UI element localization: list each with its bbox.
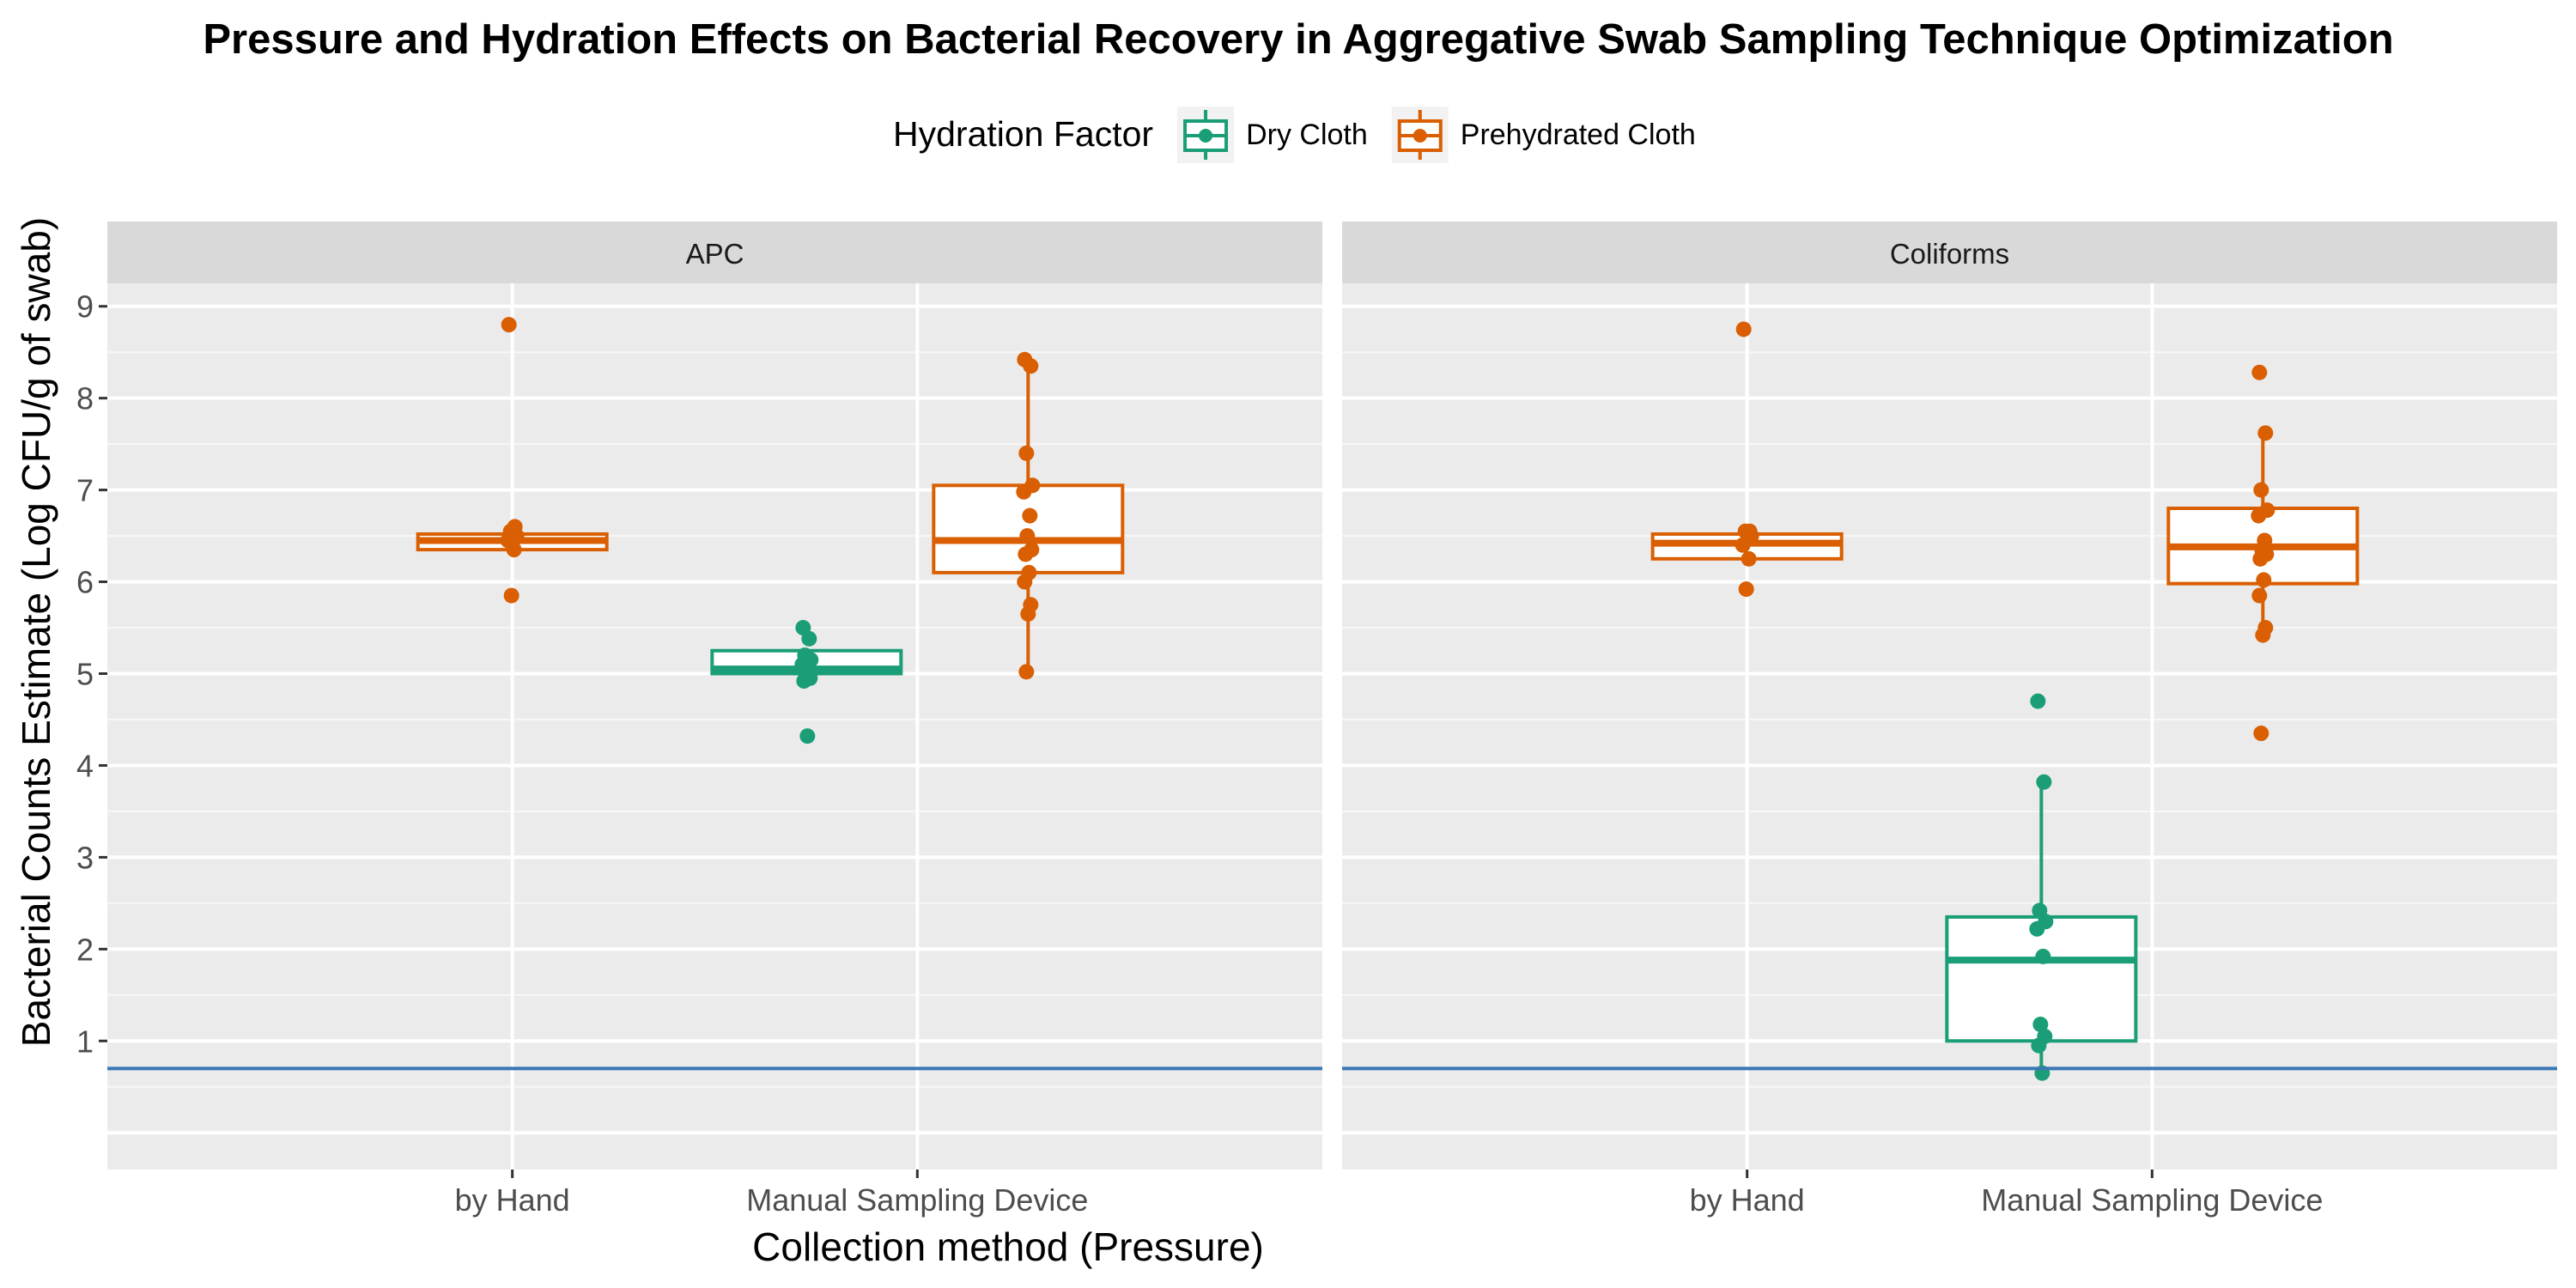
- box-group: [2166, 364, 2360, 742]
- data-point: [501, 317, 517, 333]
- data-point: [503, 587, 519, 604]
- data-point: [2036, 774, 2052, 790]
- legend-key-point: [1413, 129, 1427, 143]
- facet-strip-label: Coliforms: [1890, 238, 2009, 270]
- panel-apc: APC 1 2 3 4 5 6 7 8 9 by Hand Manual Sampling Devic…: [76, 222, 1322, 1218]
- box-group: [932, 351, 1125, 680]
- chart-title: Pressure and Hydration Effects on Bacter…: [203, 16, 2393, 63]
- y-tick-label: 3: [76, 840, 94, 875]
- data-point: [1018, 546, 1034, 562]
- y-tick-label: 9: [76, 289, 94, 325]
- box-group: [710, 620, 903, 744]
- legend-title: Hydration Factor: [893, 114, 1153, 154]
- facet-strip-label: APC: [686, 238, 744, 270]
- data-point: [2032, 1017, 2049, 1033]
- legend-key-0: [1177, 106, 1235, 163]
- data-point: [2251, 364, 2268, 380]
- data-point: [1019, 528, 1036, 544]
- data-point: [1741, 550, 1757, 567]
- data-point: [2253, 482, 2269, 498]
- data-point: [1020, 605, 1036, 622]
- data-point: [1735, 537, 1751, 553]
- data-point: [796, 673, 812, 690]
- data-point: [2255, 627, 2271, 643]
- data-point: [1018, 445, 1035, 461]
- data-point: [2029, 920, 2045, 937]
- y-tick-label: 4: [76, 748, 94, 783]
- data-point: [2252, 550, 2269, 567]
- x-tick-label: Manual Sampling Device: [1981, 1182, 2323, 1218]
- data-point: [506, 542, 522, 558]
- legend: Hydration Factor Dry Cloth Prehydrated Clo…: [893, 106, 1696, 163]
- data-point: [1735, 321, 1752, 337]
- y-tick-label: 2: [76, 932, 94, 967]
- data-point: [1016, 483, 1032, 500]
- legend-key-point: [1199, 129, 1213, 143]
- y-tick-label: 6: [76, 565, 94, 600]
- data-point: [2035, 948, 2051, 964]
- box-group: [1945, 693, 2138, 1081]
- y-tick-label: 7: [76, 473, 94, 508]
- x-tick-label: by Hand: [1690, 1182, 1805, 1218]
- data-point: [1022, 507, 1038, 524]
- legend-label: Prehydrated Cloth: [1461, 118, 1696, 151]
- y-tick-label: 8: [76, 381, 94, 416]
- facet-strip: [1342, 222, 2557, 283]
- legend-label: Dry Cloth: [1246, 118, 1368, 151]
- data-point: [1023, 358, 1039, 374]
- legend-key-1: [1391, 106, 1449, 163]
- x-axis-title: Collection method (Pressure): [752, 1224, 1264, 1269]
- data-point: [801, 630, 817, 647]
- x-tick-label: by Hand: [455, 1182, 570, 1218]
- panel-background: [107, 283, 1322, 1170]
- data-point: [2253, 726, 2269, 742]
- y-tick-label: 5: [76, 657, 94, 692]
- data-point: [2031, 1037, 2047, 1054]
- data-point: [2030, 693, 2046, 709]
- data-point: [2257, 425, 2274, 441]
- data-point: [1017, 574, 1033, 590]
- panel-coliforms: Coliforms by Hand Manual Sampling Device: [1342, 222, 2557, 1218]
- data-point: [799, 728, 816, 744]
- facet-strip: [107, 222, 1322, 283]
- box-group: [416, 317, 609, 604]
- y-axis-title: Bacterial Counts Estimate (Log CFU/g of …: [14, 217, 58, 1047]
- x-tick-label: Manual Sampling Device: [746, 1182, 1088, 1218]
- data-point: [2251, 507, 2267, 524]
- data-point: [2256, 572, 2272, 588]
- data-point: [1018, 664, 1035, 680]
- data-point: [1738, 581, 1754, 598]
- y-tick-label: 1: [76, 1024, 94, 1059]
- data-point: [2251, 587, 2268, 604]
- facet-panels: APC 1 2 3 4 5 6 7 8 9 by Hand Manual Sampling Devic…: [76, 222, 2557, 1218]
- box-group: [1650, 321, 1844, 598]
